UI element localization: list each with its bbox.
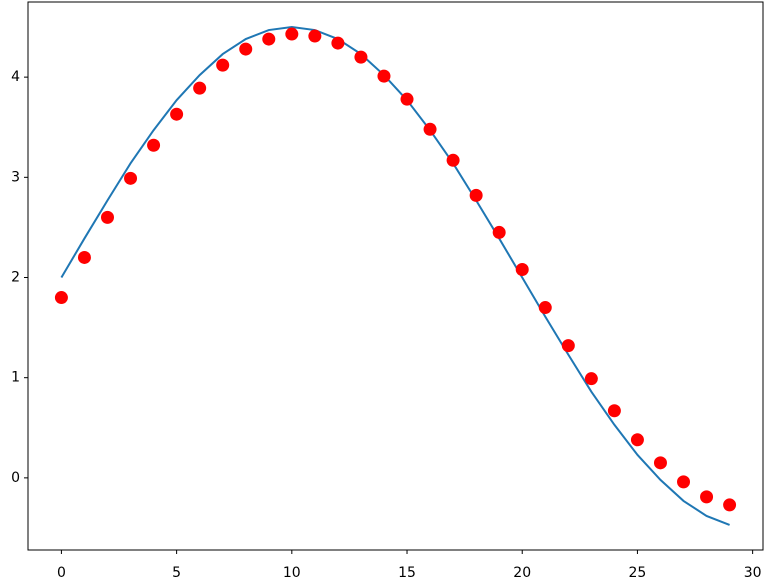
data-point — [262, 32, 276, 46]
data-point — [515, 262, 529, 276]
data-point — [700, 490, 714, 504]
data-point — [285, 27, 299, 41]
x-tick-label: 25 — [629, 565, 647, 581]
x-tick-label: 10 — [283, 565, 301, 581]
y-tick-label: 2 — [11, 270, 20, 286]
data-point — [147, 138, 161, 152]
x-tick-label: 20 — [513, 565, 531, 581]
y-tick-label: 3 — [11, 169, 20, 185]
y-tick-label: 1 — [11, 370, 20, 386]
x-tick-label: 5 — [172, 565, 181, 581]
data-point — [723, 498, 737, 512]
data-point — [607, 404, 621, 418]
axes-frame — [27, 1, 764, 551]
data-point — [400, 92, 414, 106]
x-tick-label: 0 — [57, 565, 66, 581]
x-tick-label: 30 — [744, 565, 762, 581]
data-line — [60, 26, 730, 526]
data-point — [54, 291, 68, 305]
data-point — [469, 188, 483, 202]
data-point — [492, 225, 506, 239]
y-tick-label: 0 — [11, 470, 20, 486]
data-point — [308, 29, 322, 43]
y-tick-label: 4 — [11, 69, 20, 85]
data-point — [124, 171, 138, 185]
data-point — [354, 50, 368, 64]
data-point — [630, 433, 644, 447]
data-point — [584, 372, 598, 386]
data-point — [377, 69, 391, 83]
data-point — [216, 58, 230, 72]
data-point — [331, 36, 345, 50]
data-point — [239, 42, 253, 56]
data-point — [446, 153, 460, 167]
data-point — [77, 250, 91, 264]
data-point — [170, 107, 184, 121]
data-point — [538, 301, 552, 315]
data-point — [193, 81, 207, 95]
data-point — [100, 210, 114, 224]
data-point — [677, 475, 691, 489]
data-point — [653, 456, 667, 470]
data-point — [423, 122, 437, 136]
x-tick-label: 15 — [398, 565, 416, 581]
data-point — [561, 339, 575, 353]
